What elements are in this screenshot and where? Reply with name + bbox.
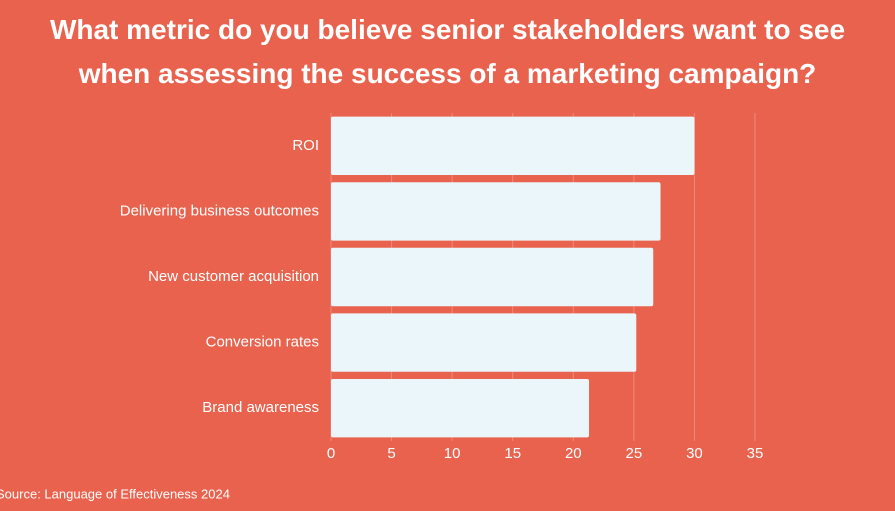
y-tick-label: Delivering business outcomes <box>120 202 319 219</box>
bar <box>331 379 590 438</box>
source: Source: Language of Effectiveness 2024 <box>0 486 230 501</box>
x-tick-label: 20 <box>565 445 582 462</box>
x-tick-label: 35 <box>747 445 764 462</box>
y-tick-label: Brand awareness <box>202 399 319 416</box>
bar <box>331 313 637 372</box>
bar <box>331 247 654 307</box>
x-tick-label: 15 <box>504 445 521 462</box>
x-tick-label: 30 <box>686 445 703 462</box>
y-tick-label: Conversion rates <box>206 334 319 351</box>
x-tick-label: 0 <box>327 445 335 462</box>
chart-title: What metric do you believe senior stakeh… <box>49 14 846 89</box>
y-tick-label: ROI <box>292 137 319 154</box>
y-tick-label: New customer acquisition <box>148 268 319 285</box>
bar <box>331 116 695 175</box>
bar <box>331 182 661 241</box>
x-tick-label: 5 <box>387 445 395 462</box>
x-tick-label: 10 <box>444 445 461 462</box>
x-tick-label: 25 <box>626 445 643 462</box>
